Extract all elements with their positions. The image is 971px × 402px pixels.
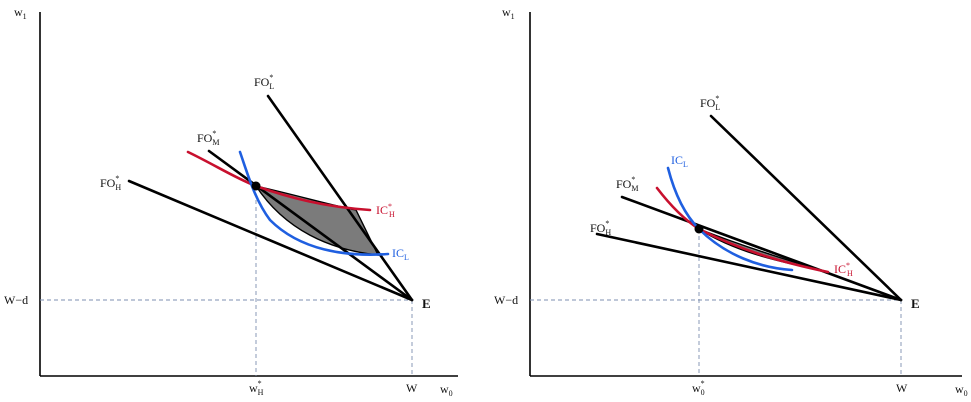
left-ic-l-label: ICL <box>392 246 409 262</box>
right-fo-m-label: FO* M <box>616 175 638 193</box>
left-w-minus-d-label: W−d <box>4 293 28 307</box>
left-endowment-label: E <box>422 296 431 311</box>
right-endowment-label: E <box>911 296 920 311</box>
right-fo-h-label: FO* H <box>590 219 611 237</box>
left-fo-l-line <box>266 94 414 302</box>
left-fo-h-label: FO* H <box>100 174 121 192</box>
left-shaded-region <box>254 184 380 256</box>
right-w-minus-d-label: W−d <box>494 293 518 307</box>
right-w-label: W <box>896 381 908 395</box>
left-fo-l-label: FO* L <box>254 73 274 91</box>
right-panel: w1 w0 W−d W E w* 0 FO* L FO* M FO* H ICL IC*… <box>494 5 968 398</box>
right-ic-l-label: ICL <box>671 153 688 169</box>
left-panel: w1 w0 W−d W E w* H FO* L FO* M FO* H IC* H IC… <box>4 5 458 398</box>
right-ic-h-label: IC* H <box>834 261 853 278</box>
right-equilibrium-point <box>694 224 704 234</box>
left-x-axis-label: w0 <box>440 382 453 398</box>
left-w0-star-label: w* H <box>249 379 264 397</box>
right-x-axis-label: w0 <box>955 382 968 398</box>
right-fo-l-label: FO* L <box>700 94 720 112</box>
right-w0-star-label: w* 0 <box>692 379 705 397</box>
right-fo-h-line <box>595 232 903 302</box>
left-fo-h-line <box>127 179 414 302</box>
right-ic-h-curve <box>655 186 830 274</box>
left-fo-m-label: FO* M <box>197 129 219 147</box>
left-w-label: W <box>406 381 418 395</box>
left-equilibrium-point <box>251 181 261 191</box>
left-fo-m-line <box>207 149 414 302</box>
left-y-axis-label: w1 <box>14 5 27 21</box>
left-ic-l-curve <box>238 150 390 256</box>
left-ic-h-label: IC* H <box>376 202 395 219</box>
right-fo-m-line <box>620 195 903 302</box>
right-fo-l-line <box>709 114 903 302</box>
right-y-axis-label: w1 <box>502 5 515 21</box>
